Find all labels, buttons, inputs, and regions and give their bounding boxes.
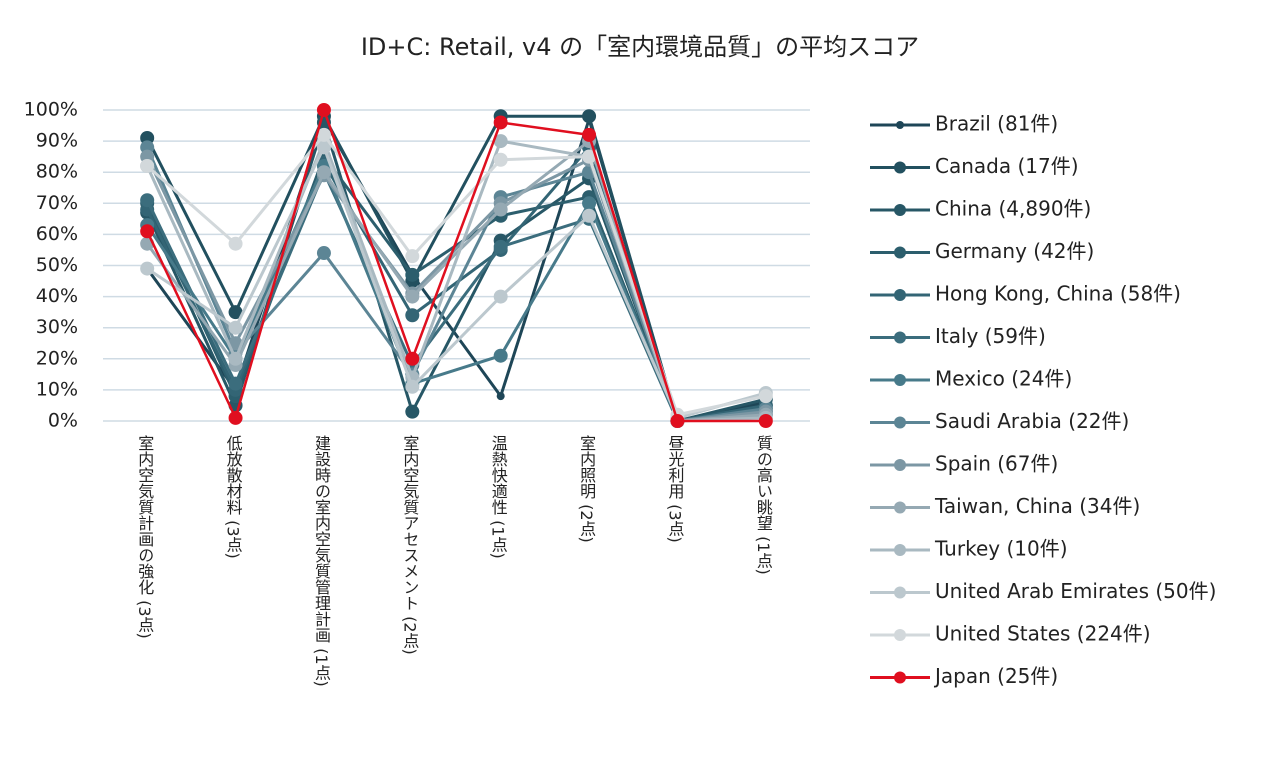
point [316, 127, 331, 142]
y-tick-label: 100% [24, 99, 78, 121]
point [493, 348, 508, 363]
point [493, 152, 508, 167]
legend-label: Japan (25件) [933, 664, 1058, 688]
point [582, 196, 597, 211]
series-line [146, 105, 766, 423]
legend-label: Hong Kong, China (58件) [935, 282, 1181, 306]
y-tick-label: 60% [36, 223, 78, 245]
point [405, 289, 420, 304]
legend-marker [894, 161, 906, 174]
point [140, 193, 155, 208]
legend-marker [896, 121, 904, 129]
point [758, 414, 773, 428]
point [405, 249, 420, 264]
x-tick-label: 室内空気質アセスメント (2点) [400, 435, 420, 655]
legend-marker [894, 289, 906, 301]
y-tick-label: 70% [36, 192, 78, 214]
point [582, 127, 597, 142]
x-tick-label: 低放散材料 (3点) [223, 435, 243, 559]
legend-marker [894, 374, 906, 386]
legend-label: Mexico (24件) [935, 367, 1072, 391]
y-tick-label: 50% [36, 254, 78, 276]
point [316, 140, 331, 155]
legend-marker [894, 331, 906, 344]
point [670, 414, 685, 428]
y-tick-label: 10% [36, 378, 78, 400]
point [140, 261, 155, 276]
point [405, 379, 420, 394]
point [496, 392, 505, 401]
legend-marker [894, 544, 906, 556]
legend-marker [894, 586, 906, 599]
point [405, 351, 420, 366]
point [582, 149, 597, 164]
point [228, 410, 243, 425]
legend-label: Spain (67件) [935, 452, 1058, 476]
legend-marker [894, 671, 906, 684]
point [758, 389, 773, 404]
y-tick-label: 40% [36, 285, 78, 307]
x-tick-label: 質の高い眺望 (1点) [753, 435, 773, 575]
y-tick-label: 20% [36, 347, 78, 369]
x-tick-label: 建設時の室内空気質管理計画 (1点) [311, 435, 331, 687]
legend-label: Turkey (10件) [934, 537, 1068, 561]
point [228, 320, 243, 335]
point [228, 236, 243, 251]
point [140, 224, 155, 239]
series-line [146, 143, 767, 420]
legend-label: Italy (59件) [935, 324, 1046, 348]
legend-marker [894, 629, 906, 641]
point [228, 305, 243, 320]
point [405, 267, 420, 282]
x-tick-label: 室内照明 (2点) [577, 435, 597, 543]
legend-marker [894, 204, 906, 216]
point [316, 103, 331, 117]
point [405, 308, 420, 323]
legend-label: Saudi Arabia (22件) [935, 409, 1129, 433]
point [582, 208, 597, 223]
legend-marker [894, 501, 906, 514]
chart-title: ID+C: Retail, v4 の「室内環境品質」の平均スコア [361, 33, 919, 61]
y-tick-label: 90% [36, 130, 78, 152]
point [316, 165, 331, 180]
legend-label: Brazil (81件) [935, 112, 1058, 136]
point [140, 158, 155, 173]
legend-marker [894, 416, 906, 429]
legend-label: China (4,890件) [935, 197, 1091, 221]
point [493, 134, 508, 149]
point [405, 404, 420, 419]
legend-label: United States (224件) [935, 622, 1151, 646]
y-tick-label: 0% [48, 410, 78, 432]
series [140, 140, 773, 425]
legend-label: Taiwan, China (34件) [934, 494, 1140, 518]
x-tick-label: 温熱快適性 (1点) [488, 435, 508, 559]
legend-label: United Arab Emirates (50件) [935, 579, 1216, 603]
y-tick-label: 30% [36, 316, 78, 338]
point [228, 351, 243, 366]
legend-label: Germany (42件) [935, 239, 1094, 263]
point [316, 246, 331, 261]
point [493, 202, 508, 217]
point [493, 115, 508, 130]
y-tick-label: 80% [36, 161, 78, 183]
point [493, 239, 508, 254]
point [582, 109, 597, 124]
legend-marker [894, 459, 906, 471]
series [140, 103, 773, 428]
point [228, 376, 243, 391]
point [493, 289, 508, 304]
x-tick-label: 室内空気質計画の強化 (3点) [135, 435, 155, 639]
legend-label: Canada (17件) [935, 154, 1079, 178]
x-tick-label: 昼光利用 (3点) [665, 435, 685, 543]
legend-marker [894, 246, 906, 259]
